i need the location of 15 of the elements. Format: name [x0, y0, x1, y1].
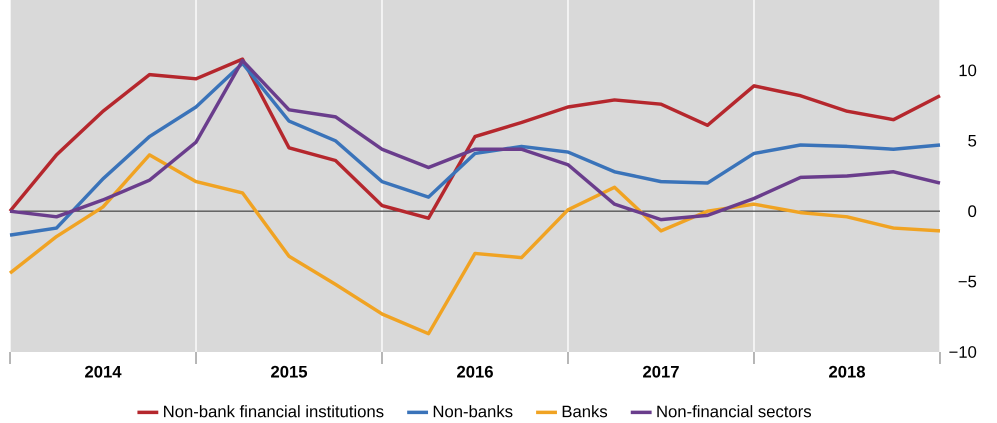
- y-tick-label: 10: [960, 64, 976, 76]
- legend-label: Non-banks: [434, 405, 512, 418]
- legend-label: Banks: [562, 405, 608, 418]
- x-tick-label: 2015: [271, 366, 308, 378]
- y-tick-label: 0: [968, 205, 976, 218]
- line-series: [8, 153, 942, 336]
- x-tick-label: 2018: [829, 366, 866, 378]
- x-tick-label: 2014: [85, 366, 122, 378]
- y-tick-label: 5: [968, 134, 976, 147]
- x-tick-label: 2016: [457, 366, 493, 378]
- x-tick-label: 2017: [643, 366, 679, 378]
- y-tick-label: −10: [949, 346, 976, 358]
- legend-label: Non-financial sectors: [657, 405, 811, 418]
- legend-label: Non-bank financial institutions: [164, 405, 384, 418]
- y-tick-label: −5: [958, 276, 976, 288]
